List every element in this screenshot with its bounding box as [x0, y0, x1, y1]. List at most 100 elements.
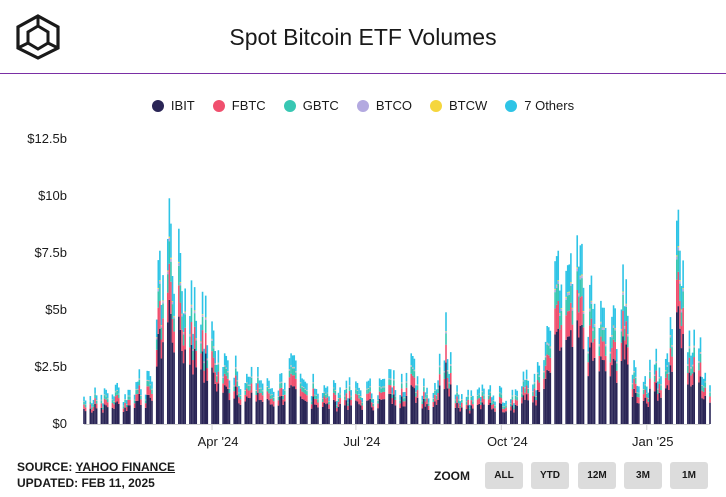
zoom-button-all[interactable]: ALL — [485, 462, 523, 489]
bar-segment-fbtc — [355, 393, 357, 401]
bar-segment-7-others — [345, 380, 348, 389]
bar-segment-ibit — [377, 408, 379, 424]
bar-segment-btco — [612, 326, 615, 328]
bar-segment-btco — [214, 363, 217, 365]
bar-segment-ibit — [677, 306, 680, 424]
bar-segment-gbtc — [250, 377, 253, 384]
bar-segment-gbtc — [258, 388, 261, 394]
bar-segment-ibit — [581, 324, 583, 424]
bar-segment-ibit — [125, 410, 128, 424]
legend-item-gbtc[interactable]: GBTC — [283, 98, 339, 113]
bar-segment-7-others — [258, 380, 261, 388]
bar-segment-7-others — [522, 371, 525, 381]
bar-segment-fbtc — [315, 399, 318, 405]
bar-segment-ibit — [166, 322, 169, 424]
bar-segment-fbtc — [547, 355, 550, 371]
legend-item-7-others[interactable]: 7 Others — [505, 98, 574, 113]
bar-segment-ibit — [155, 366, 158, 424]
bar-segment-btco — [391, 393, 394, 395]
bar-segment-fbtc — [626, 347, 629, 365]
source-link[interactable]: YAHOO FINANCE — [75, 460, 176, 474]
bar-segment-fbtc — [190, 322, 193, 345]
bar-segment-gbtc — [269, 395, 272, 399]
bar-segment-gbtc — [111, 400, 114, 404]
bar-segment-btco — [666, 365, 669, 367]
bar-segment-gbtc — [503, 406, 506, 410]
legend-label: IBIT — [170, 98, 195, 113]
bar-segment-gbtc — [565, 299, 567, 316]
bar-segment-fbtc — [658, 383, 661, 393]
bar-segment-btco — [668, 372, 670, 374]
bar-segment-fbtc — [581, 296, 583, 325]
bar-segment-7-others — [533, 373, 536, 383]
bar-segment-btco — [478, 393, 481, 395]
bar-segment-btco — [522, 380, 525, 382]
bar-segment-ibit — [170, 313, 172, 424]
bar-segment-btcw — [445, 331, 447, 332]
bar-segment-fbtc — [664, 377, 667, 389]
bar-segment-fbtc — [560, 324, 563, 348]
zoom-button-1m[interactable]: 1M — [670, 462, 708, 489]
bar-segment-gbtc — [381, 387, 384, 393]
bar-segment-gbtc — [432, 398, 435, 402]
legend-item-ibit[interactable]: IBIT — [151, 98, 195, 113]
bar-segment-fbtc — [328, 404, 330, 409]
bar-segment-gbtc — [129, 396, 131, 400]
bar-segment-7-others — [527, 380, 530, 389]
bar-segment-gbtc — [668, 373, 670, 381]
bar-segment-7-others — [432, 392, 435, 399]
bar-segment-fbtc — [432, 401, 435, 407]
bar-segment-ibit — [644, 397, 646, 424]
zoom-button-ytd[interactable]: YTD — [531, 462, 569, 489]
bar-segment-ibit — [399, 408, 401, 424]
bar-segment-ibit — [412, 386, 414, 424]
bar-segment-fbtc — [160, 339, 163, 359]
zoom-button-3m[interactable]: 3M — [624, 462, 662, 489]
bar-segment-btco — [657, 388, 659, 390]
bar-segment-gbtc — [468, 408, 471, 411]
bar-segment-ibit — [92, 410, 95, 424]
bar-segment-fbtc — [676, 279, 678, 313]
zoom-button-12m[interactable]: 12M — [578, 462, 616, 489]
legend-item-btco[interactable]: BTCO — [356, 98, 412, 113]
bar-segment-btcw — [592, 328, 594, 330]
bar-segment-ibit — [257, 392, 259, 424]
bar-segment-ibit — [271, 404, 273, 424]
bar-segment-7-others — [538, 365, 541, 376]
bar-segment-gbtc — [149, 385, 152, 391]
bar-segment-gbtc — [626, 336, 629, 348]
bar-segment-ibit — [234, 386, 237, 424]
bar-segment-7-others — [576, 235, 579, 268]
bar-segment-fbtc — [679, 300, 681, 329]
bar-segment-gbtc — [127, 396, 130, 400]
bar-segment-7-others — [612, 305, 615, 326]
bar-segment-btco — [271, 394, 273, 395]
bar-segment-7-others — [467, 389, 469, 396]
bar-segment-ibit — [140, 404, 142, 424]
bar-segment-btco — [687, 364, 689, 366]
bar-segment-gbtc — [114, 392, 117, 397]
bar-segment-7-others — [446, 359, 449, 371]
bar-segment-fbtc — [302, 392, 305, 400]
legend-item-fbtc[interactable]: FBTC — [212, 98, 266, 113]
legend-item-btcw[interactable]: BTCW — [429, 98, 487, 113]
bar-segment-ibit — [645, 403, 648, 424]
bar-segment-7-others — [479, 396, 482, 402]
bar-segment-gbtc — [283, 390, 286, 395]
bar-segment-7-others — [114, 384, 117, 392]
bar-segment-btco — [380, 387, 382, 389]
bar-segment-ibit — [113, 408, 115, 424]
bar-segment-fbtc — [133, 403, 136, 408]
bar-segment-fbtc — [649, 378, 651, 389]
bar-segment-7-others — [559, 290, 561, 314]
bar-segment-fbtc — [701, 390, 703, 399]
bar-segment-7-others — [347, 398, 349, 403]
bar-segment-ibit — [524, 399, 526, 424]
bar-segment-ibit — [598, 371, 601, 424]
bar-segment-7-others — [502, 402, 504, 407]
bar-segment-7-others — [358, 387, 360, 395]
bar-segment-fbtc — [527, 393, 530, 401]
bar-segment-ibit — [589, 347, 591, 424]
bar-segment-btco — [203, 361, 205, 364]
bar-segment-7-others — [222, 366, 224, 377]
